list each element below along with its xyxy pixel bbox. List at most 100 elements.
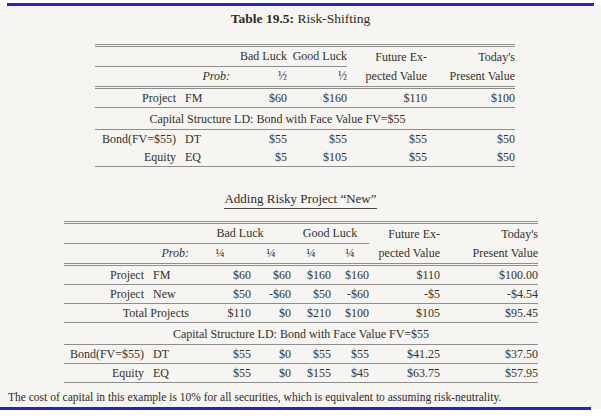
table-title: Table 19.5: Risk-Shifting: [0, 11, 601, 27]
cell-bad-2: $0: [251, 304, 291, 322]
t2-row-equity-eq: Equity EQ $55 $0 $155 $45 $63.75 $57.95: [64, 364, 538, 382]
row-tag: New: [144, 285, 189, 303]
t2-col-today-line1: Today's: [440, 224, 538, 244]
cell-good-2: $100: [331, 304, 369, 322]
t2-prob-4: ¼: [331, 244, 369, 263]
t1-prob-good: ½: [287, 67, 347, 86]
cell-good-1: $210: [291, 304, 331, 322]
row-label: Project: [95, 89, 176, 107]
row-tag: DT: [144, 345, 189, 363]
t2-prob-2: ¼: [251, 244, 291, 263]
cell-bad-luck: $55: [230, 130, 287, 148]
section-heading: Adding Risky Project “New”: [0, 191, 601, 209]
cell-present-value: $100: [427, 89, 515, 107]
table-title-text: Risk-Shifting: [297, 11, 370, 26]
t2-prob-1: ¼: [189, 244, 251, 263]
cell-bad-2: $0: [251, 364, 291, 382]
cell-bad-1: $50: [189, 285, 251, 303]
cell-bad-1: $55: [189, 364, 251, 382]
cell-future-value: $63.75: [369, 364, 440, 382]
cell-bad-2: -$60: [251, 285, 291, 303]
t2-header-spacer: [64, 224, 189, 244]
t1-capital-structure-caption: Capital Structure LD: Bond with Face Val…: [95, 108, 515, 129]
cell-bad-2: $0: [251, 345, 291, 363]
t2-prob-label: Prob:: [64, 244, 189, 263]
cell-future-value: $55: [347, 148, 427, 166]
cell-bad-2: $60: [251, 266, 291, 284]
cell-good-1: $160: [291, 266, 331, 284]
row-tag: DT: [176, 130, 230, 148]
row-label: Project: [64, 285, 144, 303]
cell-present-value: $57.95: [440, 364, 538, 382]
t2-row-project-fm: Project FM $60 $60 $160 $160 $110 $100.0…: [64, 266, 538, 284]
cell-bad-luck: $5: [230, 148, 287, 166]
t1-col-today-line1: Today's: [427, 47, 515, 67]
t2-row-bond-dt: Bond(FV=$55) DT $55 $0 $55 $55 $41.25 $3…: [64, 345, 538, 363]
single-rule: [95, 166, 515, 167]
top-accent-rule: [7, 3, 594, 6]
cell-bad-1: $110: [189, 304, 251, 322]
row-label: Total Projects: [64, 304, 189, 322]
table-footnote: The cost of capital in this example is 1…: [8, 391, 568, 403]
t1-col-future-line2: pected Value: [347, 67, 427, 86]
t1-row-equity-eq: Equity EQ $5 $105 $55 $50: [95, 148, 515, 166]
section-heading-text: Adding Risky Project “New”: [224, 191, 376, 209]
cell-future-value: $110: [369, 266, 440, 284]
cell-present-value: $37.50: [440, 345, 538, 363]
cell-good-1: $55: [291, 345, 331, 363]
t2-header-row-2: Prob: ¼ ¼ ¼ ¼ pected Value Present Value: [64, 244, 538, 263]
t1-row-bond-dt: Bond(FV=$55) DT $55 $55 $55 $50: [95, 130, 515, 148]
cell-future-value: $110: [347, 89, 427, 107]
bottom-accent-rule: [0, 407, 591, 410]
caption-text: Capital Structure LD: Bond with Face Val…: [64, 323, 538, 344]
t2-row-project-new: Project New $50 -$60 $50 -$60 -$5 -$4.54: [64, 285, 538, 303]
t2-capital-structure-caption: Capital Structure LD: Bond with Face Val…: [64, 323, 538, 344]
t1-col-today-line2: Present Value: [427, 67, 515, 86]
row-label: Equity: [64, 364, 144, 382]
table-rule: [95, 166, 515, 167]
cell-future-value: -$5: [369, 285, 440, 303]
cell-present-value: $50: [427, 148, 515, 166]
cell-good-1: $50: [291, 285, 331, 303]
single-rule: [64, 382, 538, 383]
t2-col-bad-luck: Bad Luck: [189, 224, 291, 244]
cell-good-luck: $55: [287, 130, 347, 148]
table-rule: [64, 382, 538, 383]
row-tag: FM: [176, 89, 230, 107]
cell-good-2: $160: [331, 266, 369, 284]
cell-bad-1: $55: [189, 345, 251, 363]
table-title-number: Table 19.5:: [231, 11, 294, 26]
cell-good-luck: $105: [287, 148, 347, 166]
cell-good-2: -$60: [331, 285, 369, 303]
t1-header-row-1: Bad Luck Good Luck Future Ex- Today's: [95, 47, 515, 67]
t1-row-project-fm: Project FM $60 $160 $110 $100: [95, 89, 515, 107]
row-tag: FM: [144, 266, 189, 284]
cell-present-value: $50: [427, 130, 515, 148]
cell-present-value: $100.00: [440, 266, 538, 284]
row-label: Equity: [95, 148, 176, 166]
t2-col-today-line2: Present Value: [440, 244, 538, 263]
risk-shifting-table-initial: Bad Luck Good Luck Future Ex- Today's Pr…: [95, 44, 515, 167]
row-tag: EQ: [144, 364, 189, 382]
t1-col-good-luck: Good Luck: [287, 47, 347, 67]
caption-text: Capital Structure LD: Bond with Face Val…: [95, 108, 515, 129]
cell-present-value: -$4.54: [440, 285, 538, 303]
t2-prob-3: ¼: [291, 244, 331, 263]
cell-present-value: $95.45: [440, 304, 538, 322]
cell-bad-luck: $60: [230, 89, 287, 107]
t2-row-total-projects: Total Projects $110 $0 $210 $100 $105 $9…: [64, 304, 538, 322]
row-tag: EQ: [176, 148, 230, 166]
t2-header-row-1: Bad Luck Good Luck Future Ex- Today's: [64, 224, 538, 244]
t1-prob-label: Prob:: [95, 67, 230, 86]
row-label: Bond(FV=$55): [64, 345, 144, 363]
t2-col-future-line2: pected Value: [369, 244, 440, 263]
cell-good-2: $55: [331, 345, 369, 363]
t2-col-future-line1: Future Ex-: [369, 224, 440, 244]
cell-good-2: $45: [331, 364, 369, 382]
t1-header-row-2: Prob: ½ ½ pected Value Present Value: [95, 67, 515, 86]
row-label: Bond(FV=$55): [95, 130, 176, 148]
cell-future-value: $55: [347, 130, 427, 148]
cell-future-value: $105: [369, 304, 440, 322]
cell-future-value: $41.25: [369, 345, 440, 363]
row-label: Project: [64, 266, 144, 284]
